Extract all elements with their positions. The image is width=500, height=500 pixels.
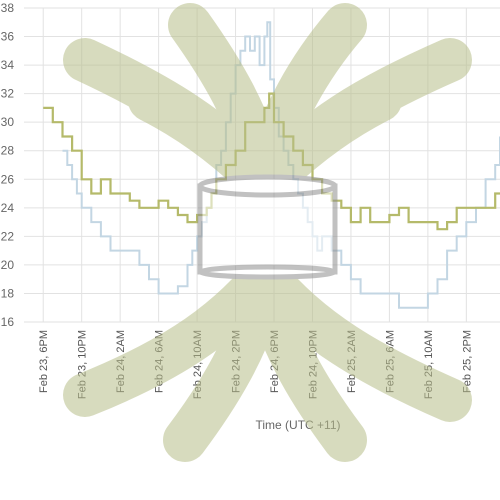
y-tick-label: 22 bbox=[1, 229, 15, 243]
y-tick-label: 36 bbox=[1, 30, 15, 44]
y-tick-label: 34 bbox=[1, 58, 15, 72]
watermark-logo bbox=[63, 3, 472, 462]
y-tick-label: 28 bbox=[1, 144, 15, 158]
y-tick-label: 30 bbox=[1, 115, 15, 129]
y-axis-ticks: 16 18 20 22 24 26 28 30 32 34 36 38 bbox=[1, 1, 15, 329]
series-line-2 bbox=[43, 92, 500, 231]
x-tick-label: Feb 23, 6PM bbox=[38, 330, 50, 393]
y-tick-label: 18 bbox=[1, 286, 15, 300]
x-tick-label: Feb 25, 2PM bbox=[461, 330, 473, 393]
y-tick-label: 38 bbox=[1, 1, 15, 15]
y-tick-label: 16 bbox=[1, 315, 15, 329]
y-tick-label: 24 bbox=[1, 201, 15, 215]
series-layer bbox=[43, 21, 500, 309]
y-tick-label: 32 bbox=[1, 87, 15, 101]
y-tick-label: 20 bbox=[1, 258, 15, 272]
y-tick-label: 26 bbox=[1, 172, 15, 186]
series-line-1 bbox=[62, 21, 500, 309]
